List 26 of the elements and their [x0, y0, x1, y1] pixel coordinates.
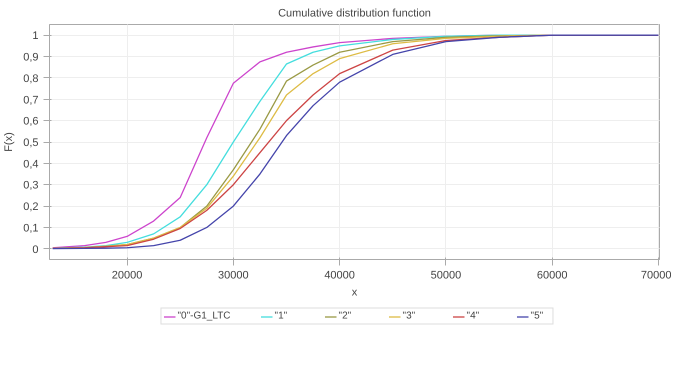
y-tick-label: 0,2 — [23, 201, 39, 214]
chart-title: Cumulative distribution function — [278, 8, 431, 20]
legend-label: "5" — [530, 310, 544, 322]
y-tick-label: 0,7 — [23, 94, 39, 106]
legend-label: "4" — [466, 310, 480, 322]
y-tick-label: 0,8 — [23, 72, 39, 85]
y-tick-label: 0,4 — [23, 158, 39, 170]
x-tick-label: 70000 — [640, 270, 672, 282]
legend-label: "2" — [338, 310, 352, 322]
x-axis-title: x — [352, 286, 358, 298]
x-tick-label: 50000 — [430, 270, 462, 282]
legend-label: "0"-G1_LTC — [177, 310, 231, 322]
y-tick-label: 0,5 — [23, 137, 39, 149]
y-tick-label: 0,1 — [23, 222, 39, 234]
x-tick-label: 40000 — [324, 270, 355, 282]
y-tick-label: 0 — [32, 244, 39, 256]
y-tick-label: 0,6 — [23, 116, 39, 128]
legend-label: "1" — [274, 310, 288, 322]
y-tick-label: 1 — [32, 30, 39, 42]
legend-label: "3" — [402, 310, 416, 322]
y-tick-label: 0,3 — [23, 180, 39, 192]
x-tick-label: 60000 — [536, 270, 568, 282]
x-tick-label: 20000 — [112, 270, 142, 282]
y-tick-label: 0,9 — [23, 52, 39, 64]
y-axis-title: F(x) — [3, 132, 16, 152]
x-tick-label: 30000 — [218, 270, 249, 282]
